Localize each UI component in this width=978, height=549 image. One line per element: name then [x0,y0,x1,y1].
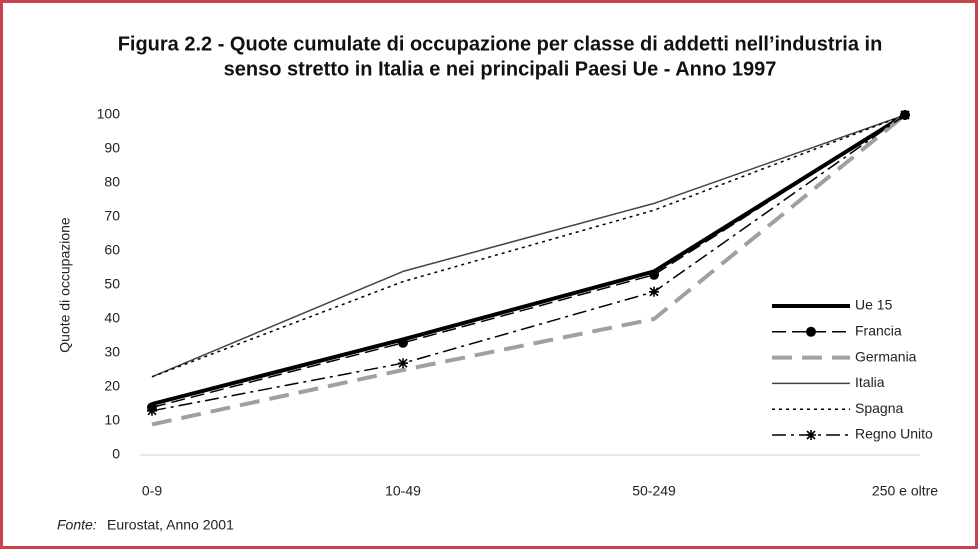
y-tick-label: 80 [104,174,120,190]
series-line [151,113,907,406]
y-tick-label: 90 [104,140,120,156]
y-axis-label: Quote di occupazione [57,217,73,353]
marker [649,269,659,280]
y-tick-label: 0 [112,446,120,462]
y-tick-label: 40 [104,310,120,326]
marker [398,358,408,369]
marker [900,110,910,120]
series-line [151,114,906,412]
x-tick-label: 250 e oltre [872,483,938,499]
chart-title: senso stretto in Italia e nei principali… [224,58,777,80]
x-tick-label: 50-249 [632,483,676,499]
chart-title: Figura 2.2 - Quote cumulate di occupazio… [118,33,883,55]
legend-label: Francia [855,323,902,339]
legend-label: Germania [855,348,917,364]
series-line [151,114,906,378]
y-tick-label: 60 [104,242,120,258]
legend-label: Spagna [855,400,903,416]
y-tick-label: 100 [97,106,121,122]
x-tick-label: 0-9 [142,483,162,499]
series-line [151,114,906,409]
y-tick-label: 30 [104,344,120,360]
legend-label: Regno Unito [855,426,933,442]
x-tick-label: 10-49 [385,483,421,499]
marker [147,405,157,416]
series-line [151,113,907,427]
y-tick-label: 10 [104,412,120,428]
source: Eurostat, Anno 2001 [107,517,234,533]
series-line [151,114,906,378]
y-tick-label: 70 [104,208,120,224]
marker [806,430,816,440]
marker [649,286,659,297]
marker [806,326,816,337]
legend-label: Italia [855,374,885,390]
marker [398,337,408,348]
y-tick-label: 50 [104,276,120,292]
source-label: Fonte: [57,517,97,533]
legend-label: Ue 15 [855,297,893,313]
y-tick-label: 20 [104,378,120,394]
